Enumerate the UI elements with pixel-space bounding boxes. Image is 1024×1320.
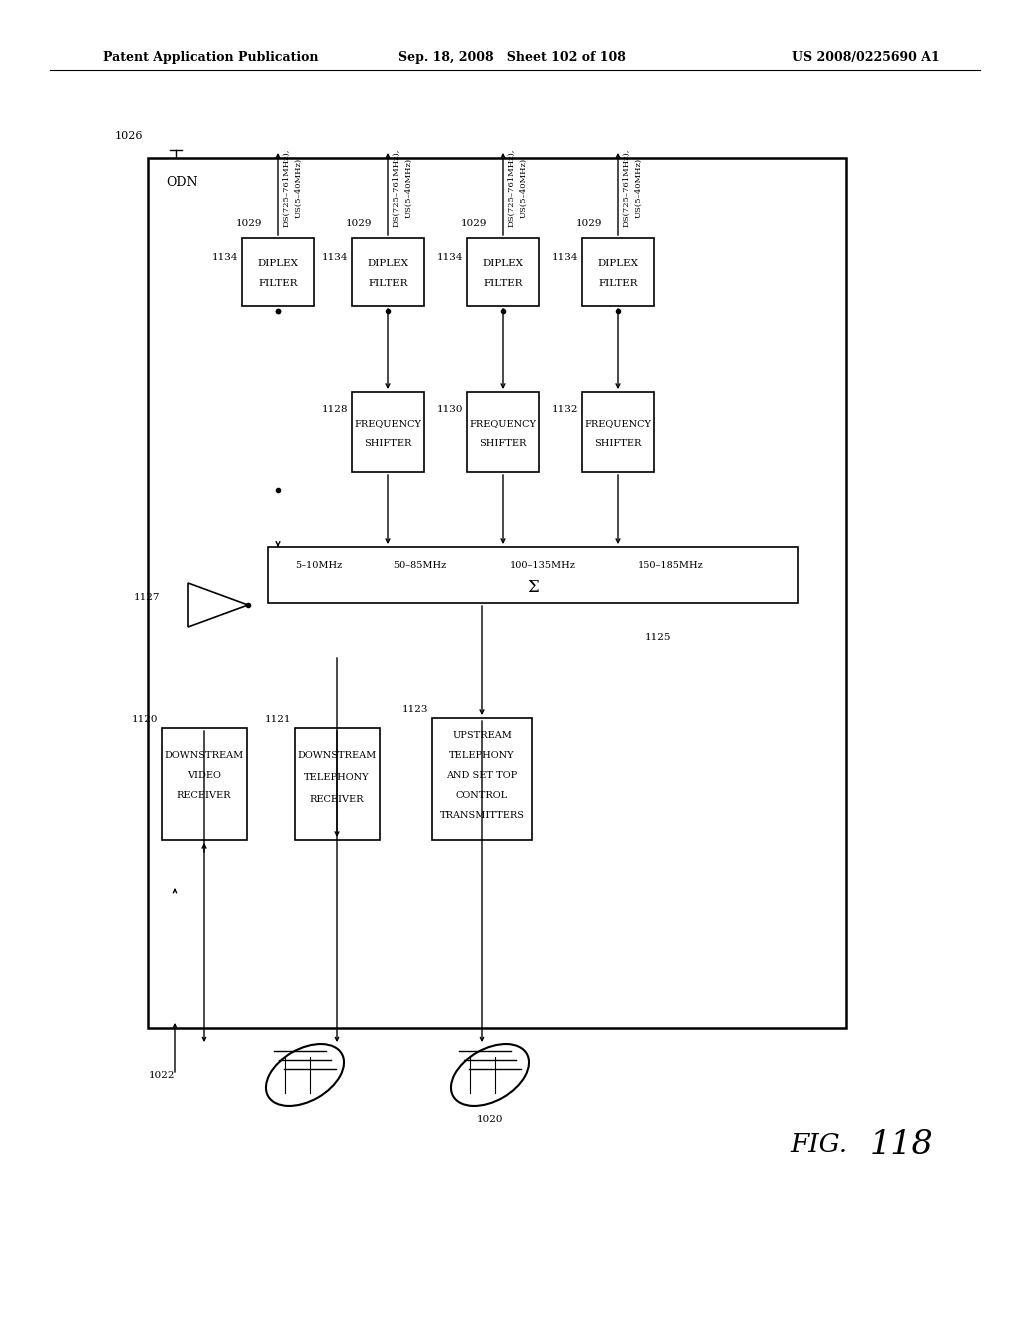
Text: FREQUENCY: FREQUENCY	[469, 420, 537, 429]
Text: DIPLEX: DIPLEX	[597, 260, 639, 268]
Text: 118: 118	[870, 1129, 934, 1162]
Text: US(5–40MHz): US(5–40MHz)	[634, 158, 642, 218]
Bar	[467, 392, 539, 473]
Text: 100–135MHz: 100–135MHz	[510, 561, 575, 569]
Bar	[432, 718, 532, 840]
Text: 1125: 1125	[645, 634, 672, 643]
Text: FREQUENCY: FREQUENCY	[585, 420, 651, 429]
Text: FILTER: FILTER	[258, 280, 298, 289]
Text: FILTER: FILTER	[483, 280, 522, 289]
Text: FILTER: FILTER	[369, 280, 408, 289]
Text: 50–85MHz: 50–85MHz	[393, 561, 446, 569]
Text: US 2008/0225690 A1: US 2008/0225690 A1	[793, 50, 940, 63]
Text: 1127: 1127	[133, 593, 160, 602]
Text: 1029: 1029	[345, 219, 372, 228]
Text: TELEPHONY: TELEPHONY	[304, 774, 370, 783]
Text: 1132: 1132	[552, 405, 578, 414]
Text: 1134: 1134	[322, 253, 348, 263]
Text: 150–185MHz: 150–185MHz	[638, 561, 703, 569]
Text: 1029: 1029	[575, 219, 602, 228]
Bar	[148, 158, 846, 1028]
Text: 1134: 1134	[436, 253, 463, 263]
Text: DS(725–761MHz),: DS(725–761MHz),	[507, 149, 515, 227]
Text: RECEIVER: RECEIVER	[309, 796, 365, 804]
Text: TELEPHONY: TELEPHONY	[450, 751, 515, 760]
Bar	[582, 238, 654, 306]
Text: 1134: 1134	[212, 253, 238, 263]
Text: AND SET TOP: AND SET TOP	[446, 771, 517, 780]
Text: DS(725–761MHz),: DS(725–761MHz),	[622, 149, 630, 227]
Text: FIG.: FIG.	[790, 1133, 847, 1158]
Text: Σ: Σ	[527, 578, 539, 595]
Text: ODN: ODN	[166, 176, 198, 189]
Text: 1121: 1121	[264, 715, 291, 725]
Bar	[582, 392, 654, 473]
Text: 1130: 1130	[436, 405, 463, 414]
Text: DIPLEX: DIPLEX	[257, 260, 299, 268]
Text: FREQUENCY: FREQUENCY	[354, 420, 422, 429]
Text: DIPLEX: DIPLEX	[482, 260, 523, 268]
Text: 1029: 1029	[461, 219, 487, 228]
Text: 1120: 1120	[131, 715, 158, 725]
Text: CONTROL: CONTROL	[456, 792, 508, 800]
Text: Patent Application Publication: Patent Application Publication	[103, 50, 318, 63]
Text: 5–10MHz: 5–10MHz	[295, 561, 342, 569]
Text: VIDEO: VIDEO	[187, 771, 221, 780]
Text: DS(725–761MHz),: DS(725–761MHz),	[392, 149, 400, 227]
Text: US(5–40MHz): US(5–40MHz)	[294, 158, 302, 218]
Text: FILTER: FILTER	[598, 280, 638, 289]
Bar	[352, 238, 424, 306]
Text: 1026: 1026	[115, 131, 143, 141]
Bar	[162, 729, 247, 840]
Text: 1020: 1020	[477, 1115, 503, 1125]
Text: SHIFTER: SHIFTER	[594, 440, 642, 449]
Text: TRANSMITTERS: TRANSMITTERS	[439, 812, 524, 821]
Bar	[295, 729, 380, 840]
Bar	[352, 392, 424, 473]
Text: DIPLEX: DIPLEX	[368, 260, 409, 268]
Text: SHIFTER: SHIFTER	[479, 440, 526, 449]
Text: SHIFTER: SHIFTER	[365, 440, 412, 449]
Bar	[268, 546, 798, 603]
Text: 1123: 1123	[401, 705, 428, 714]
Bar	[467, 238, 539, 306]
Text: DOWNSTREAM: DOWNSTREAM	[165, 751, 244, 760]
Text: US(5–40MHz): US(5–40MHz)	[519, 158, 527, 218]
Text: 1029: 1029	[236, 219, 262, 228]
Text: Sep. 18, 2008   Sheet 102 of 108: Sep. 18, 2008 Sheet 102 of 108	[398, 50, 626, 63]
Text: 1128: 1128	[322, 405, 348, 414]
Text: 1134: 1134	[552, 253, 578, 263]
Text: DS(725–761MHz),: DS(725–761MHz),	[282, 149, 290, 227]
Text: US(5–40MHz): US(5–40MHz)	[404, 158, 412, 218]
Text: 1022: 1022	[148, 1071, 175, 1080]
Text: RECEIVER: RECEIVER	[177, 792, 231, 800]
Text: DOWNSTREAM: DOWNSTREAM	[297, 751, 377, 760]
Text: UPSTREAM: UPSTREAM	[452, 731, 512, 741]
Bar	[242, 238, 314, 306]
